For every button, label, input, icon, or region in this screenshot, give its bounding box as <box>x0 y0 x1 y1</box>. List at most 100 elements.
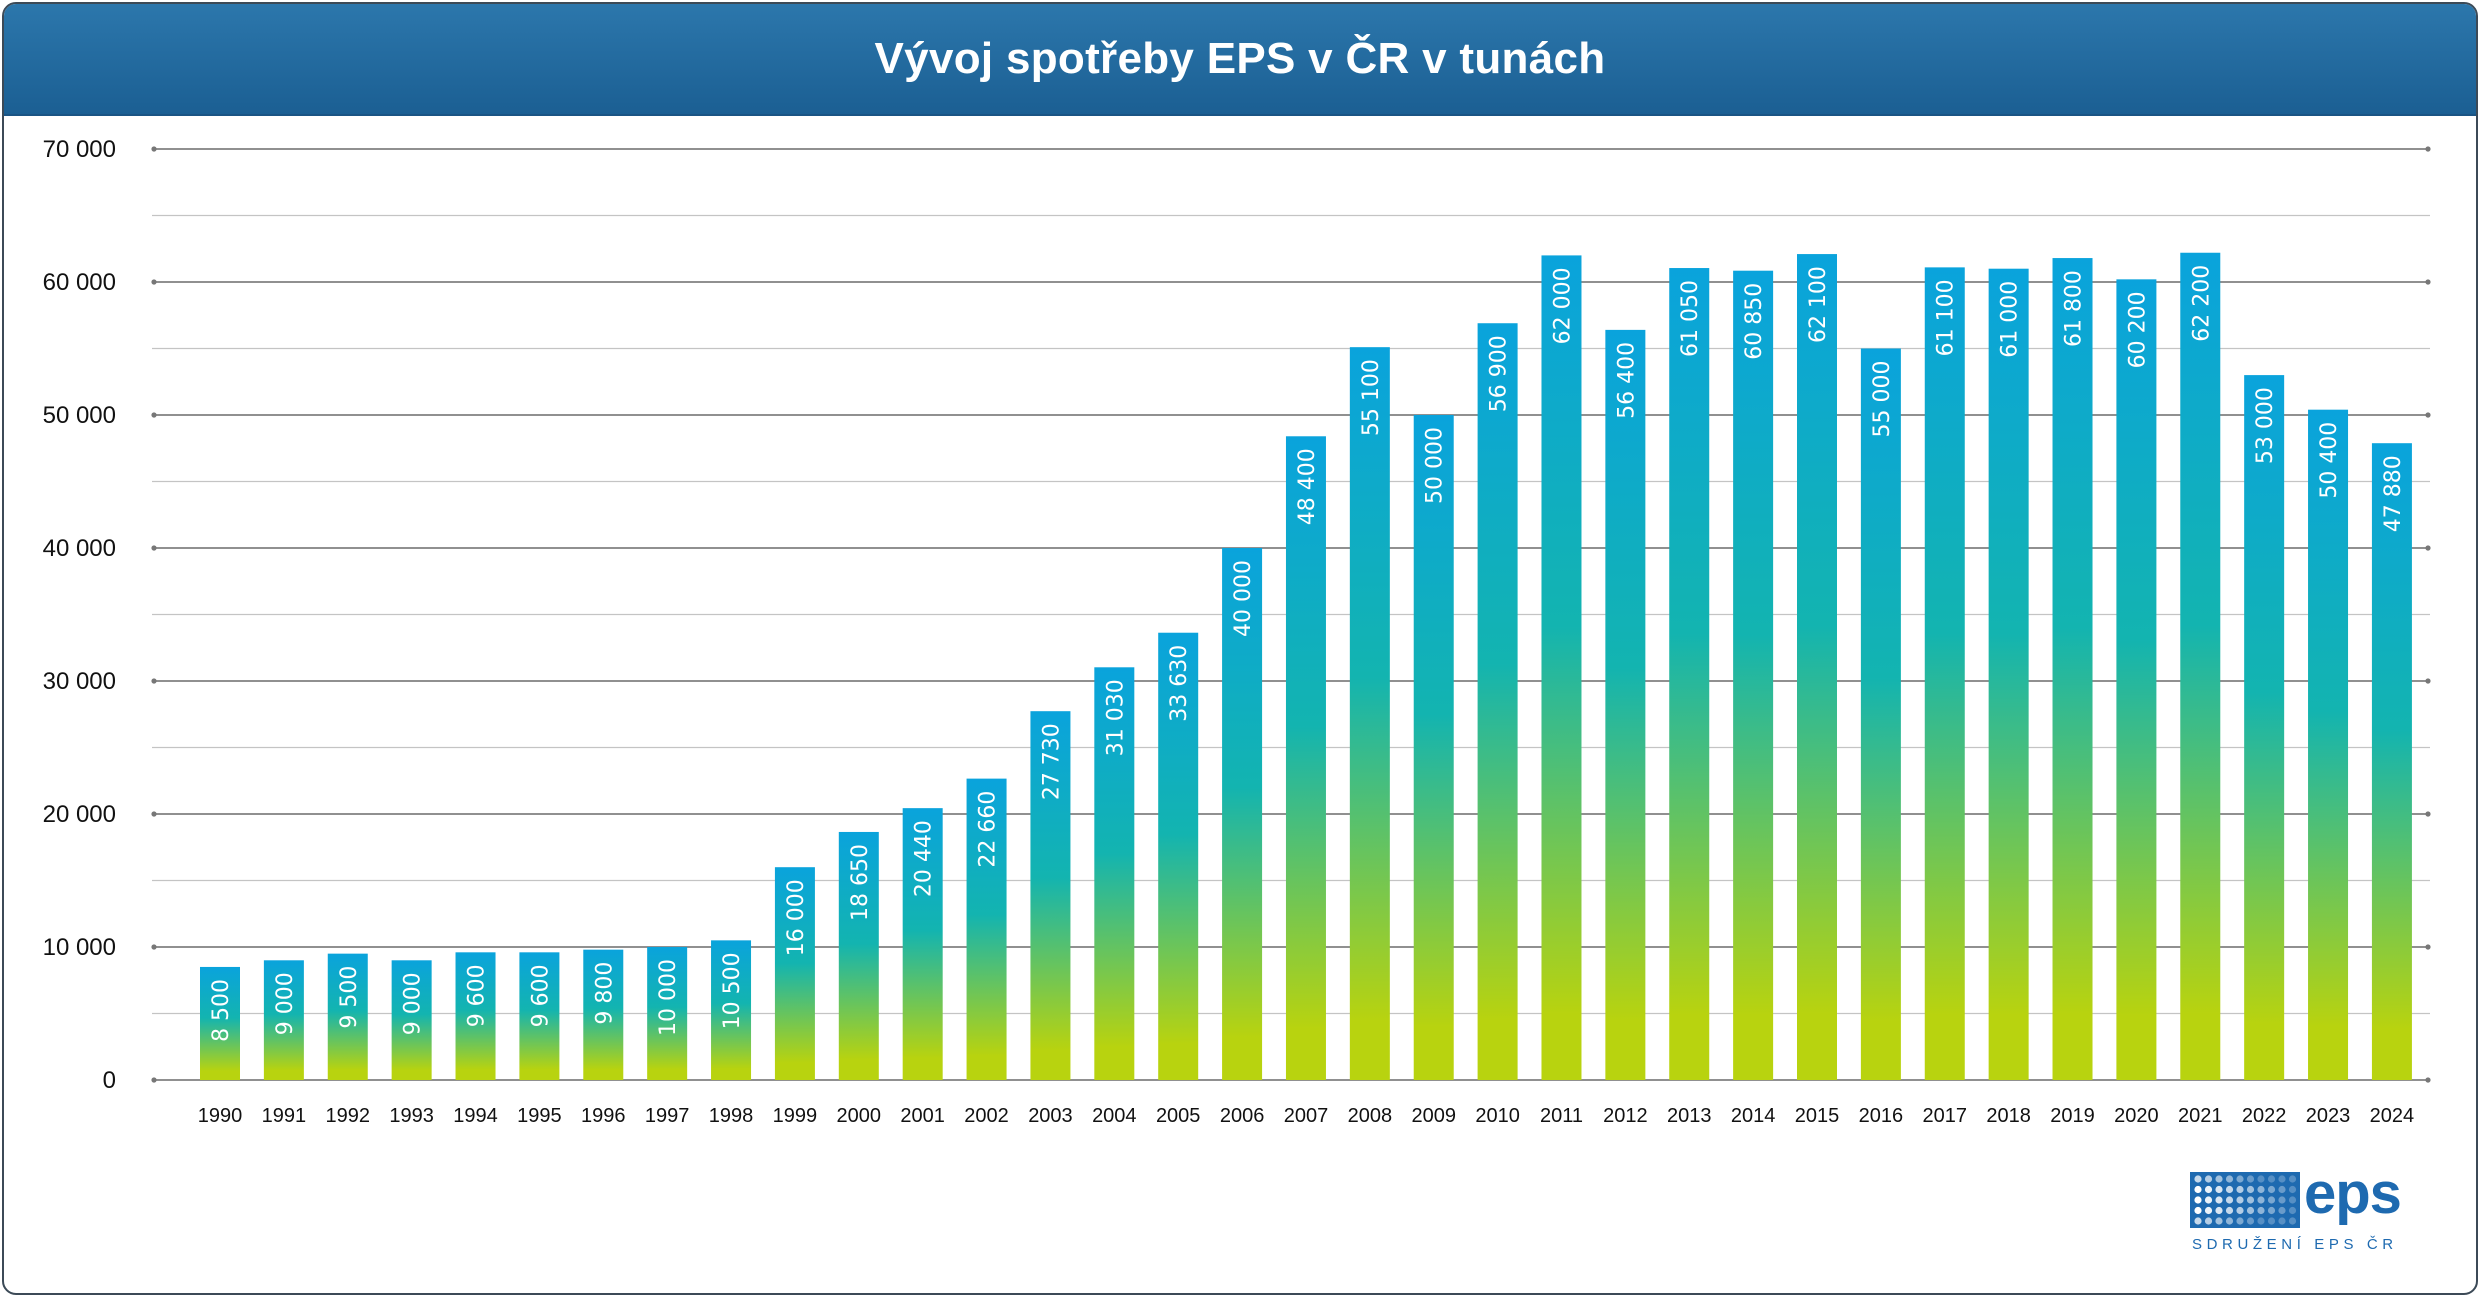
gridline-dot <box>151 811 157 817</box>
gridline-dot <box>2425 279 2431 285</box>
data-label-2010: 56 900 <box>1487 335 1512 412</box>
x-tick-label: 2018 <box>1986 1105 2031 1127</box>
logo-dot <box>2236 1175 2244 1183</box>
bar-1990 <box>200 966 240 1080</box>
x-tick-label: 2011 <box>1540 1105 1583 1127</box>
bar-2014 <box>1733 270 1774 1080</box>
gridline-dot <box>151 412 157 418</box>
x-tick-label: 1998 <box>709 1105 754 1127</box>
logo-dot <box>2288 1206 2297 1215</box>
logo-dot <box>2278 1185 2286 1194</box>
logo-dot <box>2288 1175 2297 1183</box>
bar-2017 <box>1924 267 1965 1080</box>
data-label-1996: 9 800 <box>592 962 617 1025</box>
bar-1993 <box>391 960 432 1080</box>
logo-dot <box>2225 1217 2234 1225</box>
data-label-2013: 61 050 <box>1678 280 1703 357</box>
x-tick-label: 2017 <box>1923 1105 1968 1127</box>
bar-2008 <box>1349 347 1390 1080</box>
logo-dot <box>2278 1206 2286 1215</box>
y-tick-label: 50 000 <box>43 402 116 429</box>
data-label-1992: 9 500 <box>337 966 362 1029</box>
gridline-dot <box>151 279 157 285</box>
logo-dot <box>2267 1185 2276 1194</box>
x-tick-label: 2000 <box>837 1105 882 1127</box>
gridline-dot <box>2425 146 2431 152</box>
bar-2002 <box>966 778 1007 1080</box>
bar-2022 <box>2244 375 2285 1081</box>
y-tick-label: 10 000 <box>43 934 116 961</box>
y-tick-label: 40 000 <box>43 535 116 562</box>
x-tick-label: 2010 <box>1475 1105 1520 1127</box>
data-labels: 8 500 9 000 9 500 9 000 9 600 9 600 9 800 10 00… <box>209 265 2406 1042</box>
x-tick-label: 2020 <box>2114 1105 2159 1127</box>
data-label-2018: 61 000 <box>1998 281 2023 358</box>
data-label-2009: 50 000 <box>1423 427 1448 504</box>
bar-2024 <box>2371 443 2412 1080</box>
logo-dot <box>2225 1206 2234 1215</box>
logo-dot <box>2194 1196 2202 1204</box>
data-label-2020: 60 200 <box>2125 291 2150 368</box>
logo-dot <box>2267 1206 2276 1215</box>
title-bar: Vývoj spotřeby EPS v ČR v tunách <box>4 4 2476 116</box>
logo-dot <box>2246 1217 2255 1225</box>
data-label-1993: 9 000 <box>401 972 426 1035</box>
logo-dot <box>2215 1206 2223 1215</box>
y-tick-label: 0 <box>103 1067 116 1094</box>
x-tick-label: 1996 <box>581 1105 626 1127</box>
logo-dot <box>2267 1196 2276 1204</box>
logo-dot <box>2236 1217 2244 1225</box>
data-label-1990: 8 500 <box>209 979 234 1042</box>
logo-dot <box>2225 1185 2234 1194</box>
bar-1994 <box>455 952 496 1080</box>
gridline-dot <box>2425 678 2431 684</box>
x-tick-label: 1999 <box>773 1105 818 1127</box>
logo-dot <box>2236 1196 2244 1204</box>
x-tick-label: 2021 <box>2178 1105 2223 1127</box>
bar-2003 <box>1030 711 1071 1080</box>
x-tick-label: 1997 <box>645 1105 690 1127</box>
data-label-2005: 33 630 <box>1167 645 1192 722</box>
bar-2011 <box>1541 255 1582 1080</box>
logo-dot <box>2278 1175 2286 1183</box>
gridline-dot <box>2425 1077 2431 1083</box>
bar-1992 <box>327 953 368 1080</box>
logo-dot <box>2215 1196 2223 1204</box>
bar-2023 <box>2308 409 2349 1080</box>
data-label-1998: 10 500 <box>720 952 745 1029</box>
logo-dot <box>2246 1185 2255 1194</box>
bar-2012 <box>1605 329 1646 1080</box>
x-tick-label: 2022 <box>2242 1105 2287 1127</box>
logo-dot <box>2194 1175 2202 1183</box>
bar-2013 <box>1669 268 1710 1080</box>
data-label-1995: 9 600 <box>528 964 553 1027</box>
y-tick-label: 30 000 <box>43 668 116 695</box>
gridline-dot <box>151 944 157 950</box>
x-tick-label: 2014 <box>1731 1105 1776 1127</box>
x-tick-label: 2009 <box>1411 1105 1456 1127</box>
x-tick-label: 2013 <box>1667 1105 1712 1127</box>
data-label-1991: 9 000 <box>273 972 298 1035</box>
data-label-2008: 55 100 <box>1359 359 1384 436</box>
logo-dot <box>2194 1206 2202 1215</box>
logo-dot <box>2288 1185 2297 1194</box>
gridline-dot <box>151 545 157 551</box>
x-tick-label: 2007 <box>1284 1105 1329 1127</box>
bar-2020 <box>2116 279 2157 1081</box>
bar-2000 <box>838 831 879 1080</box>
gridline-dot <box>2425 545 2431 551</box>
logo-dot <box>2288 1196 2297 1204</box>
data-label-2006: 40 000 <box>1231 560 1256 637</box>
logo-dot <box>2288 1217 2297 1225</box>
bar-2009 <box>1413 415 1454 1080</box>
x-tick-label: 1991 <box>262 1105 307 1127</box>
logo-dot <box>2257 1175 2265 1183</box>
data-label-2021: 62 200 <box>2189 265 2214 342</box>
bar-2016 <box>1860 348 1901 1080</box>
logo-dot <box>2257 1206 2265 1215</box>
logo-dot <box>2204 1185 2213 1194</box>
bar-1991 <box>263 960 304 1080</box>
data-label-1997: 10 000 <box>656 959 681 1036</box>
x-tick-label: 2023 <box>2306 1105 2351 1127</box>
bar-1999 <box>774 867 815 1080</box>
